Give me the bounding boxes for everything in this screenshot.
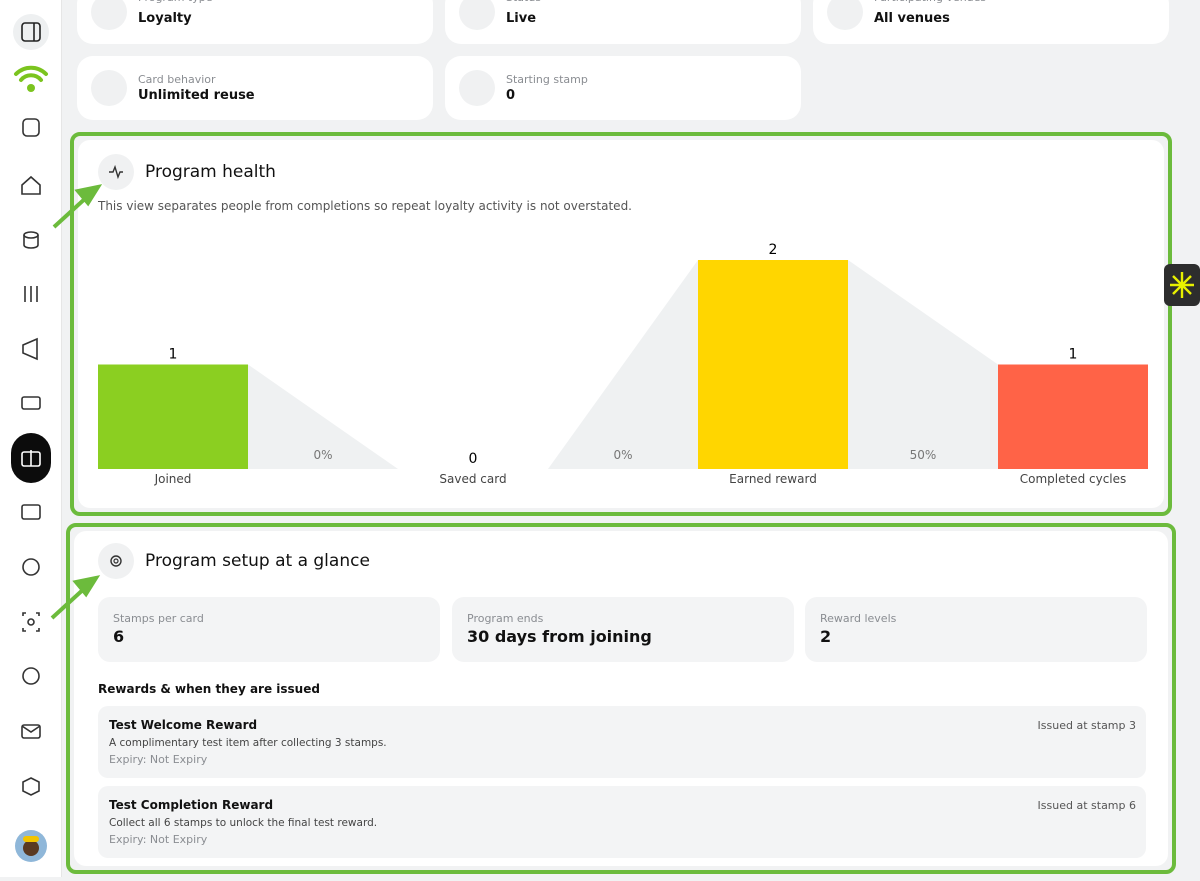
stat-label: Stamps per card	[113, 612, 204, 625]
reward-name: Test Welcome Reward	[109, 718, 258, 732]
reward-card	[98, 706, 1146, 778]
sidebar	[0, 0, 62, 877]
stat-label: Reward levels	[820, 612, 897, 625]
info-icon	[827, 0, 863, 30]
stat-card	[98, 597, 440, 662]
program-health-highlight	[70, 132, 1172, 516]
reward-card	[98, 786, 1146, 858]
reward-issued: Issued at stamp 3	[1037, 719, 1136, 732]
setup-title: Program setup at a glance	[145, 551, 370, 571]
rewards-heading: Rewards & when they are issued	[98, 682, 320, 696]
info-icon	[459, 0, 495, 30]
info-label: Starting stamp	[506, 73, 588, 86]
stat-value: 2	[820, 627, 832, 646]
info-value: All venues	[874, 11, 950, 26]
info-label: Card behavior	[138, 73, 216, 86]
stat-label: Program ends	[467, 612, 544, 625]
info-card	[445, 56, 801, 120]
health-icon	[98, 154, 134, 190]
info-value: Unlimited reuse	[138, 88, 255, 103]
info-value: Live	[506, 11, 537, 26]
stat-card	[452, 597, 794, 662]
info-value: Loyalty	[138, 11, 192, 26]
info-icon	[91, 70, 127, 106]
reward-expiry: Expiry: Not Expiry	[109, 753, 208, 766]
info-card	[445, 0, 801, 44]
info-card	[77, 0, 433, 44]
reward-description: A complimentary test item after collecti…	[109, 737, 387, 749]
info-card	[813, 0, 1169, 44]
stat-value: 30 days from joining	[467, 627, 652, 646]
reward-expiry: Expiry: Not Expiry	[109, 833, 208, 846]
info-icon	[459, 70, 495, 106]
info-card	[77, 56, 433, 120]
sidebar-icons	[11, 14, 51, 862]
info-icon	[91, 0, 127, 30]
info-label: Status	[506, 0, 541, 4]
program-health-card	[78, 140, 1164, 508]
info-label: Program type	[138, 0, 212, 4]
setup-icon	[98, 543, 134, 579]
info-label: Participating venues	[874, 0, 986, 4]
reward-issued: Issued at stamp 6	[1037, 799, 1136, 812]
reward-description: Collect all 6 stamps to unlock the final…	[109, 817, 378, 829]
health-title: Program health	[145, 162, 276, 182]
health-description: This view separates people from completi…	[98, 199, 632, 213]
stat-value: 6	[113, 627, 125, 646]
info-value: 0	[506, 88, 516, 103]
stat-card	[805, 597, 1147, 662]
reward-name: Test Completion Reward	[109, 798, 274, 812]
